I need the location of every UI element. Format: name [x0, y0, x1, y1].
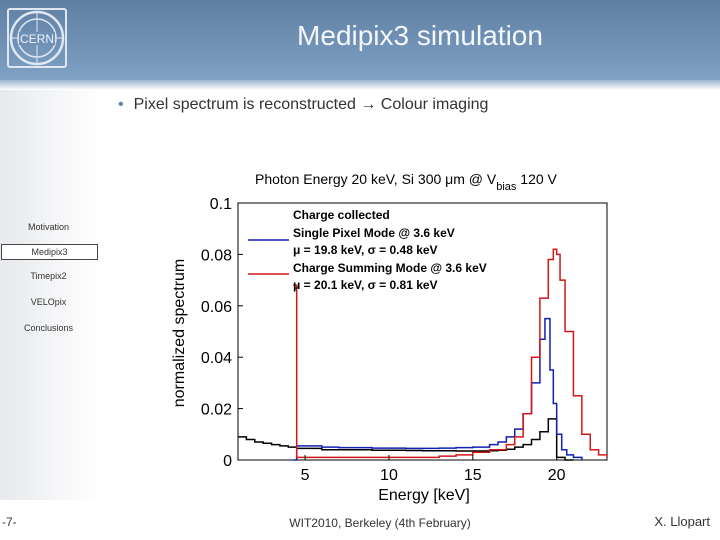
logo-text: CERN [20, 32, 54, 46]
page-number: -7- [2, 515, 17, 529]
legend-single-pixel-label: Single Pixel Mode @ 3.6 keV [293, 226, 455, 240]
plot-area: 5 10 15 20 0 0.02 0.04 0.06 0.08 0.1 [201, 196, 608, 484]
y-axis-label: normalized spectrum [171, 259, 188, 408]
x-tick-label-3: 20 [548, 467, 566, 484]
sidebar-item-timepix2[interactable]: Timepix2 [30, 271, 67, 281]
y-tick-label-3: 0.06 [201, 299, 232, 316]
spectrum-chart: Photon Energy 20 keV, Si 300 μm @ Vbias … [171, 171, 608, 504]
x-tick-label-1: 10 [380, 467, 398, 484]
bullet-text: Pixel spectrum is reconstructed → Colour… [133, 96, 489, 113]
legend: Charge collected Single Pixel Mode @ 3.6… [248, 208, 487, 292]
chart-title-tail: 120 V [516, 171, 557, 187]
series-line-0 [238, 418, 574, 461]
header-fade [0, 80, 720, 90]
sidebar-item-conclusions[interactable]: Conclusions [23, 323, 74, 333]
series-line-1 [293, 317, 583, 461]
y-tick-label-1: 0.02 [201, 402, 232, 419]
sidebar-item-velopix[interactable]: VELOpix [30, 297, 67, 307]
sidebar-item-motivation[interactable]: Motivation [27, 222, 70, 232]
footer-event: WIT2010, Berkeley (4th February) [289, 516, 471, 530]
bullet-dot-icon: • [118, 96, 124, 113]
x-tick-label-0: 5 [301, 467, 310, 484]
sidebar-item-medipix3[interactable]: Medipix3 [1, 244, 98, 260]
bullet-point: • Pixel spectrum is reconstructed → Colou… [118, 96, 488, 114]
legend-charge-summing-stats: μ = 20.1 keV, σ = 0.81 keV [293, 278, 438, 292]
legend-single-pixel-stats: μ = 19.8 keV, σ = 0.48 keV [293, 243, 438, 257]
x-tick-label-2: 15 [464, 467, 482, 484]
page-title: Medipix3 simulation [297, 20, 543, 51]
sidebar: Motivation Medipix3 Timepix2 VELOpix Con… [0, 90, 98, 500]
chart-title-main: Photon Energy 20 keV, Si 300 μm @ V [255, 171, 497, 187]
chart-title-subscript: bias [496, 181, 517, 193]
y-tick-label-5: 0.1 [210, 196, 232, 213]
series-line-2 [293, 248, 608, 459]
y-tick-label-0: 0 [223, 453, 232, 470]
slide-header [0, 0, 720, 80]
x-axis-label: Energy [keV] [378, 487, 470, 504]
footer-author: X. Llopart [654, 514, 710, 529]
y-tick-label-2: 0.04 [201, 350, 232, 367]
plot-frame [237, 202, 608, 461]
legend-header: Charge collected [293, 208, 390, 222]
y-tick-label-4: 0.08 [201, 247, 232, 264]
legend-charge-summing-label: Charge Summing Mode @ 3.6 keV [293, 261, 487, 275]
chart-title: Photon Energy 20 keV, Si 300 μm @ Vbias … [255, 171, 558, 193]
cern-logo-icon: CERN [7, 8, 67, 68]
